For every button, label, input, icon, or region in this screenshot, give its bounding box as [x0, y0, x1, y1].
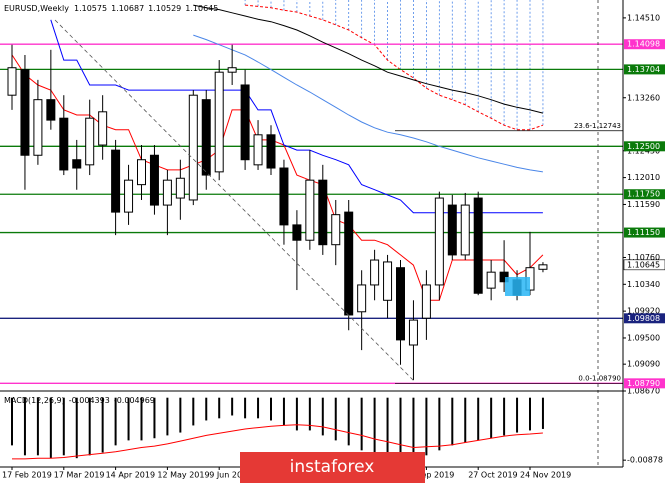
- candle-body: [383, 261, 393, 301]
- level-label: 1.13704: [627, 65, 660, 74]
- y-tick-label: 1.09500: [627, 333, 660, 342]
- candle-body: [253, 134, 263, 166]
- x-tick-label: Sep 2019: [416, 471, 454, 480]
- candle-body: [214, 71, 224, 173]
- high-value: 1.10687: [111, 4, 144, 13]
- candle-body: [460, 204, 470, 256]
- y-tick-label: 1.12010: [627, 173, 660, 182]
- candle-body: [98, 111, 108, 146]
- candle-body: [331, 214, 341, 246]
- fib-label: 0.0-1.08790: [578, 374, 621, 382]
- candle-body: [370, 259, 380, 286]
- watermark-box: [240, 452, 425, 483]
- candle-body: [538, 264, 548, 270]
- y-tick-label: 1.08670: [627, 387, 660, 396]
- low-value: 1.10529: [148, 4, 181, 13]
- level-label: 1.08790: [627, 379, 660, 388]
- candle-body: [396, 267, 405, 341]
- candle-body: [473, 197, 483, 294]
- level-label: 1.14098: [627, 40, 660, 49]
- candle-body: [85, 117, 95, 166]
- y-tick-label: 1.09090: [627, 360, 660, 369]
- x-tick-label: 14 Apr 2019: [106, 471, 155, 480]
- y-tick-label: -0.00878: [627, 456, 663, 465]
- candle-body: [201, 99, 211, 176]
- candle-body: [357, 284, 367, 313]
- signal-value: -0.004969: [114, 396, 155, 405]
- y-tick-label: 1.09920: [627, 307, 660, 316]
- candle-body: [279, 167, 289, 226]
- candle-body: [447, 204, 457, 256]
- candle-body: [149, 154, 159, 206]
- y-tick-label: 1.14510: [627, 13, 660, 22]
- level-box: [624, 64, 665, 75]
- macd-header: MACD(12,26,9)-0.004393-0.004969: [4, 396, 155, 405]
- candle-body: [421, 284, 431, 319]
- level-box: [624, 227, 665, 238]
- trend-line: [54, 19, 416, 383]
- level-label: 1.11750: [627, 190, 660, 199]
- candle-body: [318, 179, 328, 246]
- fib-label: 23.6-1.12743: [574, 122, 621, 130]
- candle-body: [162, 179, 172, 206]
- price-label: 1.10645: [627, 260, 660, 269]
- level-label: 1.12500: [627, 142, 660, 151]
- candle-body: [266, 134, 276, 169]
- level-box: [624, 378, 665, 389]
- candle-body: [188, 94, 198, 201]
- x-tick-label: 9 Jun 2019: [209, 471, 252, 480]
- x-tick-label: 27 Oct 2019: [468, 471, 517, 480]
- price-box: [623, 259, 665, 271]
- indicator-line: [193, 4, 544, 114]
- candle-body: [124, 179, 134, 213]
- price-pane: 23.6-1.12743 0.0-1.08790: [0, 0, 623, 384]
- symbol: EURUSD,Weekly: [4, 4, 69, 13]
- close-value: 1.10645: [185, 4, 218, 13]
- candle-body: [305, 179, 315, 241]
- level-box: [624, 39, 665, 50]
- highlight-box: [505, 277, 530, 296]
- candle-body: [434, 197, 444, 286]
- candle-body: [227, 67, 237, 73]
- watermark: instaforex: [290, 457, 375, 477]
- y-tick-label: 1.10340: [627, 280, 660, 289]
- level-label: 1.11150: [627, 228, 660, 237]
- x-tick-label: 17 Feb 2019: [2, 471, 52, 480]
- candle-body: [20, 69, 30, 156]
- signal-line: [12, 424, 543, 460]
- macd-title: MACD(12,26,9): [4, 396, 65, 405]
- level-box: [624, 189, 665, 200]
- candle-body: [292, 224, 302, 241]
- indicator-line: [193, 34, 543, 173]
- x-tick-label: 17 Mar 2019: [54, 471, 105, 480]
- level-label: 1.09808: [627, 314, 660, 323]
- candle-body: [7, 67, 17, 96]
- x-tick-label: 24 Nov 2019: [520, 471, 571, 480]
- open-value: 1.10575: [74, 4, 107, 13]
- candle-body: [46, 99, 56, 121]
- x-tick-label: 12 May 2019: [157, 471, 209, 480]
- cloud-edge: [245, 4, 544, 131]
- y-tick-label: 1.10760: [627, 253, 660, 262]
- candle-body: [486, 271, 496, 289]
- y-tick-label: 1.11590: [627, 200, 660, 209]
- candle-body: [59, 117, 69, 171]
- candle-body: [137, 159, 146, 186]
- level-box: [624, 141, 665, 152]
- candle-body: [111, 149, 121, 213]
- chart-header: EURUSD,Weekly 1.10575 1.10687 1.10529 1.1064…: [4, 4, 218, 13]
- candle-body: [33, 99, 43, 156]
- candle-body: [408, 319, 418, 346]
- candle-body: [175, 177, 185, 199]
- candle-body: [72, 159, 82, 169]
- candle-body: [499, 271, 509, 283]
- candle-body: [240, 84, 250, 161]
- y-tick-label: 1.13260: [627, 93, 660, 102]
- level-box: [624, 313, 665, 324]
- candle-body: [344, 211, 354, 316]
